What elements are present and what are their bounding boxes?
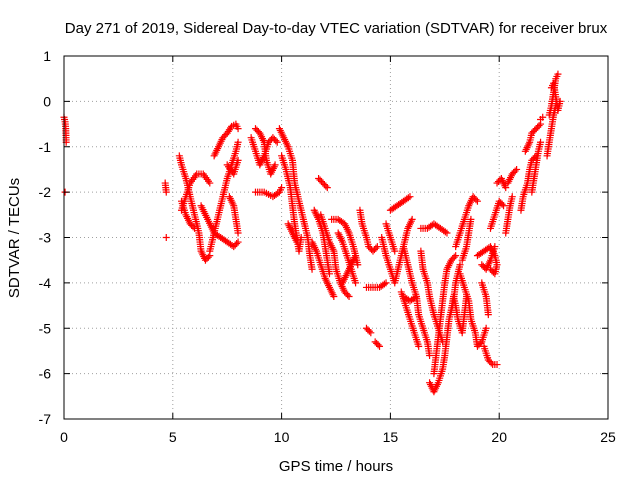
- data-point: [411, 294, 419, 302]
- data-point: [502, 184, 510, 192]
- data-point: [204, 253, 212, 261]
- y-tick-label: -6: [39, 366, 52, 382]
- data-point: [234, 238, 242, 246]
- data-point: [450, 253, 458, 261]
- x-tick-label: 5: [169, 429, 177, 445]
- y-tick-label: -5: [39, 320, 52, 336]
- data-point: [491, 243, 499, 251]
- data-point: [476, 339, 484, 347]
- y-tick-label: 0: [43, 93, 51, 109]
- y-tick-label: 1: [43, 48, 51, 64]
- data-point: [345, 292, 353, 300]
- data-point: [426, 351, 434, 359]
- data-point: [365, 327, 373, 335]
- data-points: [60, 70, 564, 396]
- x-tick-label: 25: [600, 429, 616, 445]
- data-point: [367, 329, 375, 337]
- data-point: [441, 228, 449, 236]
- data-point: [273, 138, 281, 146]
- data-point: [408, 215, 416, 223]
- x-tick-label: 0: [60, 429, 68, 445]
- data-point: [376, 342, 384, 350]
- data-point: [467, 215, 475, 223]
- data-point: [535, 122, 543, 130]
- data-point: [380, 280, 388, 288]
- data-point: [382, 279, 390, 287]
- data-point: [373, 243, 381, 251]
- data-point: [354, 261, 362, 269]
- data-point: [452, 252, 460, 260]
- data-point: [493, 361, 501, 369]
- data-point: [234, 138, 242, 146]
- data-point: [406, 193, 414, 201]
- data-point: [482, 324, 490, 332]
- data-point: [372, 244, 380, 252]
- data-point: [413, 292, 421, 300]
- data-point: [189, 223, 197, 231]
- data-point: [278, 184, 286, 192]
- data-point: [415, 342, 423, 350]
- data-point: [391, 247, 399, 255]
- data-point: [511, 167, 519, 175]
- data-point: [322, 182, 330, 190]
- data-point: [352, 252, 360, 260]
- data-point: [439, 338, 447, 346]
- data-point: [293, 238, 301, 246]
- y-tick-label: -4: [39, 275, 52, 291]
- data-point: [554, 70, 562, 78]
- data-point: [472, 196, 480, 204]
- x-tick-label: 15: [383, 429, 399, 445]
- data-point: [234, 125, 242, 133]
- data-point: [272, 137, 280, 145]
- data-point: [488, 267, 496, 275]
- data-point: [498, 200, 506, 208]
- data-point: [234, 156, 242, 164]
- data-point: [539, 113, 547, 121]
- data-point: [508, 193, 516, 201]
- data-point: [556, 97, 564, 105]
- data-point: [537, 138, 545, 146]
- chart-title: Day 271 of 2019, Sidereal Day-to-day VTE…: [65, 20, 608, 37]
- x-tick-label: 20: [491, 429, 507, 445]
- data-point: [404, 194, 412, 202]
- data-point: [484, 311, 492, 319]
- grid: [64, 56, 608, 419]
- data-point: [513, 165, 521, 173]
- data-point: [233, 240, 241, 248]
- data-point: [344, 291, 352, 299]
- data-point: [162, 188, 170, 196]
- data-point: [352, 279, 360, 287]
- data-point: [330, 292, 338, 300]
- data-point: [271, 161, 279, 169]
- data-point: [487, 359, 495, 367]
- data-point: [473, 197, 481, 205]
- y-axis-label: SDTVAR / TECUs: [6, 178, 23, 298]
- x-tick-label: 10: [274, 429, 290, 445]
- y-tick-label: -3: [39, 230, 52, 246]
- data-point: [374, 341, 382, 349]
- data-point: [234, 229, 242, 237]
- data-point: [191, 224, 199, 232]
- y-tick-label: -1: [39, 139, 52, 155]
- data-point: [443, 229, 451, 237]
- y-tick-label: -2: [39, 184, 52, 200]
- x-axis-label: GPS time / hours: [279, 458, 393, 475]
- data-point: [308, 265, 316, 273]
- data-point: [162, 234, 170, 241]
- data-point: [323, 184, 331, 192]
- y-tick-label: -7: [39, 411, 52, 427]
- data-point: [297, 234, 305, 241]
- data-point: [500, 202, 508, 210]
- data-point: [456, 261, 464, 269]
- data-point: [206, 179, 214, 187]
